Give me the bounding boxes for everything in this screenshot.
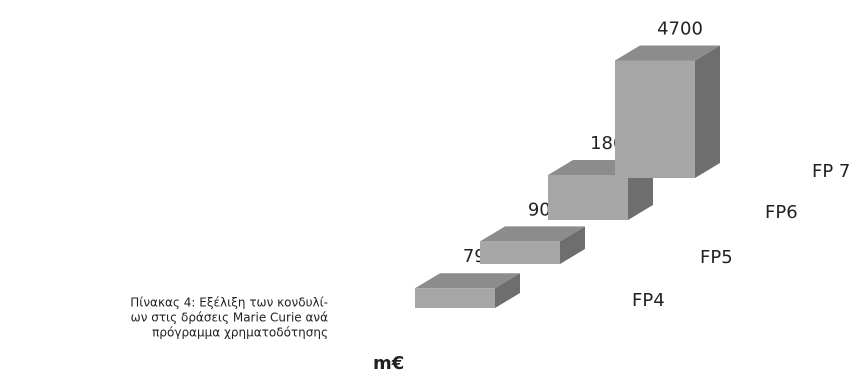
bar-top (480, 226, 585, 242)
bar (615, 45, 720, 178)
bar (480, 226, 585, 264)
bar-side (695, 45, 720, 178)
bar-front (480, 241, 560, 264)
bar-front (548, 175, 628, 220)
category-label: FP 7 (812, 161, 850, 182)
bar-side (495, 273, 520, 308)
unit-label: m€ (373, 353, 404, 374)
category-label: FP6 (765, 202, 798, 223)
bar-front (415, 288, 495, 308)
bar-front (615, 60, 695, 178)
value-label: 4700 (657, 19, 703, 40)
bar-top (415, 273, 520, 289)
bar-top (615, 45, 720, 61)
bar (415, 273, 520, 308)
caption-line: πρόγραμμα χρηματοδότησης (152, 326, 328, 340)
bar-side (560, 226, 585, 264)
caption-line: ων στις δράσεις Marie Curie ανά (131, 311, 328, 325)
category-label: FP5 (700, 247, 733, 268)
caption-line: Πίνακας 4: Εξέλιξη των κονδυλί- (130, 296, 328, 310)
category-label: FP4 (632, 290, 665, 311)
